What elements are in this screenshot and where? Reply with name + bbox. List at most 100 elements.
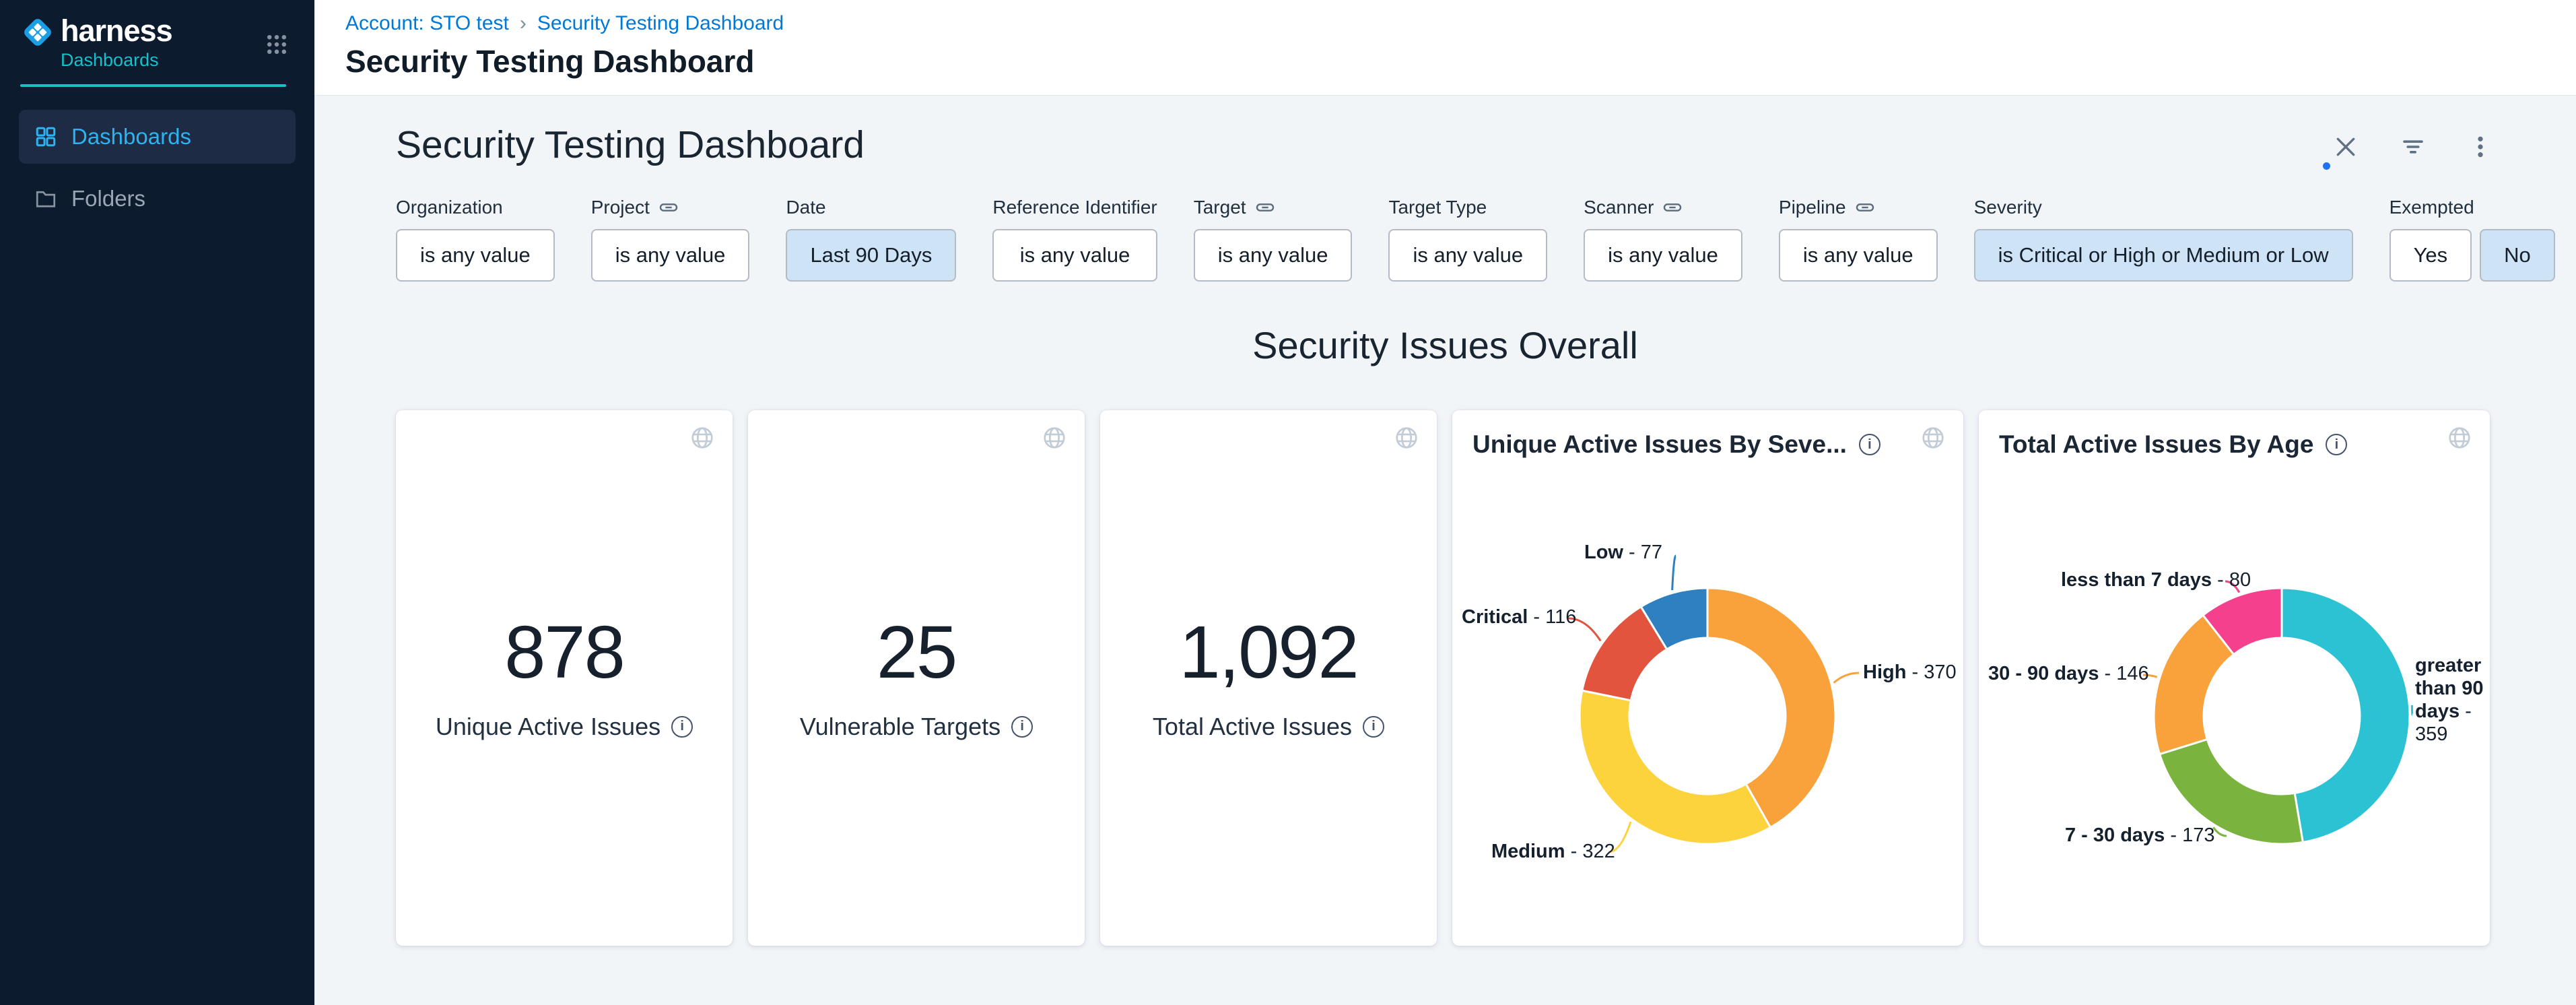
donut-slice-medium[interactable] (1578, 689, 1772, 845)
link-icon (1856, 203, 1874, 212)
globe-icon[interactable] (1042, 425, 1067, 451)
dashboards-icon (36, 127, 56, 147)
donut-slice-30-90-days[interactable] (2153, 614, 2235, 756)
donut-slice-high[interactable] (1706, 587, 1837, 829)
breadcrumb-separator-icon: › (519, 12, 527, 34)
info-icon[interactable] (1011, 715, 1033, 738)
dashboard-content: Security Testing Dashboard Org (314, 96, 2576, 1005)
callout-connector-low (1671, 554, 1677, 591)
dashboard-title: Security Testing Dashboard (396, 123, 865, 166)
sidebar-item-folders[interactable]: Folders (19, 172, 296, 226)
filter-target-type: Target Type is any value (1388, 197, 1548, 282)
metric-label: Vulnerable Targets (799, 712, 1001, 740)
metric-value: 878 (504, 610, 625, 694)
filter-label: Pipeline (1778, 197, 1846, 218)
filter-target: Target is any value (1193, 197, 1353, 282)
chart-title: Unique Active Issues By Seve... (1472, 430, 1847, 458)
filter-organization-value[interactable]: is any value (396, 229, 555, 282)
filter-severity-value[interactable]: is Critical or High or Medium or Low (1973, 229, 2353, 282)
kebab-menu-icon[interactable] (2466, 132, 2495, 162)
filter-target-value[interactable]: is any value (1193, 229, 1353, 282)
sidebar-item-dashboards[interactable]: Dashboards (19, 110, 296, 164)
slice-callout-less-than-7-days: less than 7 days - 80 (2061, 569, 2251, 591)
metric-value: 25 (876, 610, 957, 694)
filter-bar: Organization is any value Project is any… (396, 197, 2555, 282)
info-icon[interactable] (671, 715, 693, 738)
topbar: Account: STO test › Security Testing Das… (314, 0, 2576, 96)
info-icon[interactable] (1858, 434, 1880, 455)
cursor-dot (2323, 162, 2330, 170)
section-title: Security Issues Overall (1252, 324, 1638, 366)
info-icon[interactable] (1363, 715, 1385, 738)
metric-card-unique-active-issues: 878 Unique Active Issues (396, 410, 733, 946)
breadcrumb-account-link[interactable]: Account: STO test (345, 12, 509, 34)
filter-label: Severity (1973, 197, 2042, 218)
metric-label: Total Active Issues (1152, 712, 1353, 740)
filter-icon[interactable] (2398, 132, 2428, 162)
globe-icon[interactable] (2447, 425, 2472, 451)
filter-severity: Severity is Critical or High or Medium o… (1973, 197, 2353, 282)
slice-callout-high: High - 370 (1863, 661, 1957, 683)
info-icon[interactable] (2326, 434, 2348, 455)
slice-callout-critical: Critical - 116 (1462, 606, 1577, 628)
exempted-yes-button[interactable]: Yes (2389, 229, 2472, 282)
filter-label: Date (786, 197, 826, 218)
chart-card-issues-by-age: Total Active Issues By Age greater than … (1979, 410, 2490, 946)
exempted-no-button[interactable]: No (2480, 229, 2555, 282)
filter-target-type-value[interactable]: is any value (1388, 229, 1548, 282)
donut-slice-less-than-7-days[interactable] (2201, 587, 2283, 656)
link-icon (659, 203, 678, 212)
chart-title: Total Active Issues By Age (1999, 430, 2314, 458)
filter-label: Target (1193, 197, 1246, 218)
callout-connector-medium (1608, 821, 1632, 853)
sidebar: harness Dashboards Dashboards Folders (0, 0, 314, 1005)
callout-connector-critical (1567, 617, 1602, 642)
callout-connector-30-90-days (2142, 674, 2158, 678)
filter-date: Date Last 90 Days (786, 197, 957, 282)
sidebar-item-label: Folders (71, 186, 146, 211)
donut-chart-severity (1567, 554, 1860, 853)
filter-reference-identifier-value[interactable]: is any value (992, 229, 1157, 282)
donut-slice-7-30-days[interactable] (2158, 738, 2305, 845)
metric-card-total-active-issues: 1,092 Total Active Issues (1100, 410, 1437, 946)
globe-icon[interactable] (1920, 425, 1946, 451)
brand-product: Dashboards (61, 50, 159, 70)
globe-icon[interactable] (1394, 425, 1419, 451)
filter-exempted: Exempted Yes No (2389, 197, 2555, 282)
filter-project: Project is any value (590, 197, 750, 282)
filter-project-value[interactable]: is any value (590, 229, 750, 282)
donut-slice-low[interactable] (1639, 587, 1709, 651)
cards-row: 878 Unique Active Issues 25 Vulnerable T… (396, 410, 2495, 946)
slice-callout-low: Low - 77 (1584, 542, 1663, 563)
filter-scanner-value[interactable]: is any value (1584, 229, 1742, 282)
donut-chart-age (2142, 580, 2414, 845)
breadcrumb-page-link[interactable]: Security Testing Dashboard (537, 12, 784, 34)
filter-pipeline-value[interactable]: is any value (1778, 229, 1938, 282)
brand-block: harness Dashboards (0, 0, 314, 87)
link-icon (1664, 203, 1682, 212)
chart-card-issues-by-severity: Unique Active Issues By Seve... High - 3… (1452, 410, 1963, 946)
breadcrumb: Account: STO test › Security Testing Das… (345, 12, 2576, 35)
brand-name: harness (61, 13, 173, 48)
harness-logo-icon (24, 19, 51, 46)
filter-label: Exempted (2389, 197, 2474, 218)
donut-slice-greater-than-90-days[interactable] (2280, 587, 2411, 844)
callout-connector-7-30-days (2212, 826, 2227, 837)
close-icon[interactable] (2323, 132, 2361, 170)
filter-scanner: Scanner is any value (1584, 197, 1742, 282)
filter-label: Organization (396, 197, 503, 218)
filter-pipeline: Pipeline is any value (1778, 197, 1938, 282)
apps-grid-icon[interactable] (265, 32, 289, 57)
filter-date-value[interactable]: Last 90 Days (786, 229, 957, 282)
filter-organization: Organization is any value (396, 197, 555, 282)
slice-callout-30-90-days: 30 - 90 days - 146 (1988, 663, 2149, 684)
filter-label: Target Type (1388, 197, 1487, 218)
slice-callout-medium: Medium - 322 (1491, 841, 1615, 862)
brand-underline (20, 84, 286, 87)
folder-icon (36, 191, 56, 207)
globe-icon[interactable] (689, 425, 715, 451)
slice-callout-greater-than-90-days: greater than 90 days - 359 (2415, 655, 2484, 745)
metric-value: 1,092 (1179, 610, 1359, 694)
sidebar-item-label: Dashboards (71, 124, 191, 149)
slice-callout-7-30-days: 7 - 30 days - 173 (2065, 824, 2215, 846)
